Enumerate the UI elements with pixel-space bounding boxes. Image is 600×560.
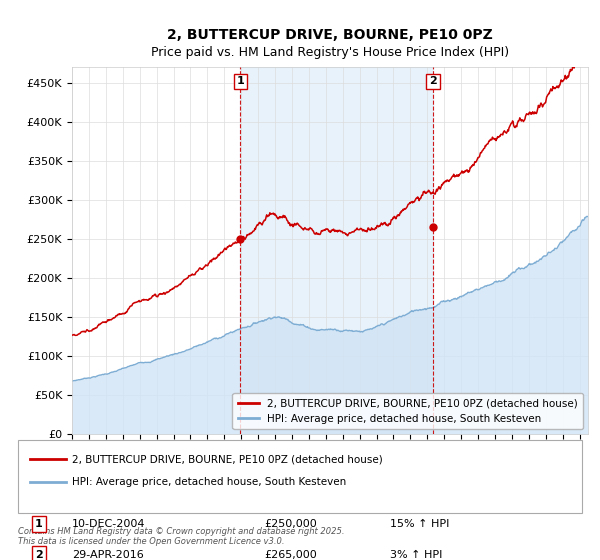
Text: 10-DEC-2004: 10-DEC-2004 <box>72 519 146 529</box>
Text: £250,000: £250,000 <box>264 519 317 529</box>
Text: 2: 2 <box>429 76 437 86</box>
Text: 2: 2 <box>35 549 43 559</box>
Text: Contains HM Land Registry data © Crown copyright and database right 2025.
This d: Contains HM Land Registry data © Crown c… <box>18 526 344 546</box>
Legend: 2, BUTTERCUP DRIVE, BOURNE, PE10 0PZ (detached house), HPI: Average price, detac: 2, BUTTERCUP DRIVE, BOURNE, PE10 0PZ (de… <box>232 393 583 429</box>
Text: 1: 1 <box>35 519 43 529</box>
Text: 29-APR-2016: 29-APR-2016 <box>72 549 144 559</box>
Text: 3% ↑ HPI: 3% ↑ HPI <box>390 549 442 559</box>
Text: £265,000: £265,000 <box>264 549 317 559</box>
Text: HPI: Average price, detached house, South Kesteven: HPI: Average price, detached house, Sout… <box>72 477 346 487</box>
Text: Price paid vs. HM Land Registry's House Price Index (HPI): Price paid vs. HM Land Registry's House … <box>151 46 509 59</box>
Text: 2, BUTTERCUP DRIVE, BOURNE, PE10 0PZ (detached house): 2, BUTTERCUP DRIVE, BOURNE, PE10 0PZ (de… <box>72 454 383 464</box>
Text: 15% ↑ HPI: 15% ↑ HPI <box>390 519 449 529</box>
Text: 1: 1 <box>236 76 244 86</box>
Bar <box>240 67 433 434</box>
Text: 2, BUTTERCUP DRIVE, BOURNE, PE10 0PZ: 2, BUTTERCUP DRIVE, BOURNE, PE10 0PZ <box>167 28 493 42</box>
